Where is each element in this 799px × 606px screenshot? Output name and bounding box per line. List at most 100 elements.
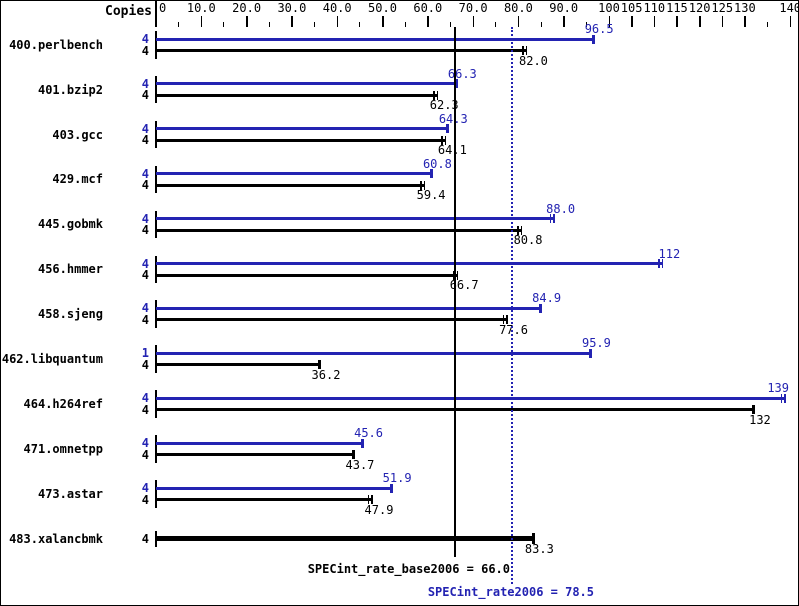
benchmark-label: 471.omnetpp	[23, 441, 103, 456]
bar-value-label: 64.3	[436, 112, 471, 126]
axis-tick-label: 60.0	[413, 1, 443, 15]
bar-run-tickmark	[506, 315, 508, 325]
bar-value-label: 139	[767, 381, 789, 396]
axis-tick-label: 90.0	[549, 1, 579, 15]
axis-tick	[200, 16, 203, 27]
axis-tick-label: 30.0	[277, 1, 307, 15]
copies-value: 4	[141, 88, 149, 103]
copies-value: 4	[141, 133, 149, 148]
benchmark-label: 458.sjeng	[37, 307, 103, 322]
bar	[156, 228, 523, 232]
group-start-bracket	[155, 530, 157, 547]
bar-run-tickmark	[549, 214, 552, 224]
bar-end-cap	[318, 360, 322, 370]
bar-value-label: 59.4	[416, 188, 446, 203]
copies-value: 4	[141, 43, 149, 58]
copies-value: 4	[141, 166, 149, 181]
benchmark-label: 483.xalancbmk	[9, 531, 103, 546]
copies-value: 4	[141, 223, 149, 238]
bar-end-cap	[445, 124, 449, 134]
axis-tick	[246, 16, 248, 27]
bar-run-tickmark	[441, 135, 443, 145]
axis-minor-tick	[449, 22, 451, 27]
group-start-bracket	[155, 300, 157, 328]
bar-run-tickmark	[522, 46, 524, 55]
axis-minor-tick	[767, 22, 769, 27]
axis-tick-label: 120	[688, 1, 711, 15]
axis-tick-label: 140	[779, 1, 799, 15]
bar-end-cap	[591, 34, 595, 44]
bar	[156, 262, 664, 265]
benchmark-label: 403.gcc	[52, 127, 103, 142]
axis-tick-label: 130	[734, 1, 756, 15]
bar-run-tickmark	[502, 315, 505, 325]
bar-end-cap	[539, 303, 543, 313]
peak-result-summary: SPECint_rate2006 = 78.5	[427, 585, 594, 599]
bar-run-tickmark	[420, 180, 422, 190]
axis-minor-tick	[495, 22, 497, 27]
bar	[156, 318, 508, 322]
axis-tick-label: 40.0	[322, 1, 352, 15]
bar	[156, 453, 354, 457]
axis-tick-label: 125	[711, 1, 734, 15]
copies-value: 4	[141, 256, 149, 271]
copies-value: 4	[141, 301, 149, 316]
bar	[156, 396, 786, 400]
axis-tick	[472, 16, 475, 27]
bar-run-tickmark	[661, 259, 664, 268]
group-start-bracket	[155, 31, 157, 59]
copies-value: 4	[141, 312, 149, 327]
bar-end-cap	[429, 169, 433, 179]
axis-tick	[382, 16, 384, 27]
bar-value-label: 62.3	[429, 98, 459, 113]
axis-tick	[517, 16, 520, 27]
bar-value-label: 132	[749, 412, 771, 427]
benchmark-label: 462.libquantum	[1, 352, 103, 367]
bar	[156, 273, 459, 277]
group-start-bracket	[155, 435, 157, 463]
axis-minor-tick	[314, 22, 316, 27]
bar-value-label: 66.7	[449, 278, 479, 292]
axis-tick-label: 110	[643, 1, 666, 15]
copies-value: 4	[141, 391, 149, 406]
axis-tick-label: 70.0	[458, 1, 488, 15]
copies-value: 4	[141, 481, 149, 495]
axis-minor-tick	[268, 22, 270, 27]
copies-column-header: Copies	[105, 4, 152, 19]
bar-value-label: 66.3	[447, 66, 477, 81]
group-start-bracket	[155, 210, 157, 239]
copies-value: 4	[141, 447, 149, 462]
bar-value-label: 64.1	[437, 143, 467, 158]
benchmark-label: 456.hmmer	[37, 262, 103, 277]
copies-value: 4	[141, 492, 149, 507]
bar-value-label: 43.7	[345, 457, 375, 472]
bar-end-cap	[588, 348, 592, 358]
bar-value-label: 77.6	[499, 322, 528, 337]
axis-minor-tick	[540, 22, 542, 27]
bar-value-label: 83.3	[524, 541, 554, 556]
bar-run-tickmark	[784, 393, 786, 403]
bar	[156, 127, 448, 131]
benchmark-label: 400.perlbench	[9, 37, 103, 52]
benchmark-label: 473.astar	[37, 486, 103, 501]
bar-value-label: 95.9	[581, 336, 611, 351]
axis-tick	[336, 16, 339, 27]
bar-run-tickmark	[525, 46, 528, 55]
copies-value: 4	[141, 121, 149, 136]
bar-value-label: 96.5	[584, 22, 614, 36]
bar-run-tickmark	[456, 270, 459, 280]
bar-end-cap	[454, 79, 458, 89]
bar-run-tickmark	[371, 495, 373, 504]
axis-tick	[744, 16, 746, 27]
bar-run-tickmark	[453, 270, 455, 280]
bar	[156, 363, 320, 367]
axis-minor-tick	[585, 22, 587, 27]
bar-value-label: 60.8	[422, 156, 452, 171]
bar-value-label: 80.8	[513, 233, 543, 248]
bar-run-tickmark	[444, 135, 447, 145]
group-start-bracket	[155, 165, 157, 194]
copies-value: 1	[141, 346, 149, 361]
bar-run-tickmark	[658, 259, 660, 268]
bar-value-label: 45.6	[354, 426, 384, 441]
axis-tick-label: 10.0	[186, 1, 216, 15]
